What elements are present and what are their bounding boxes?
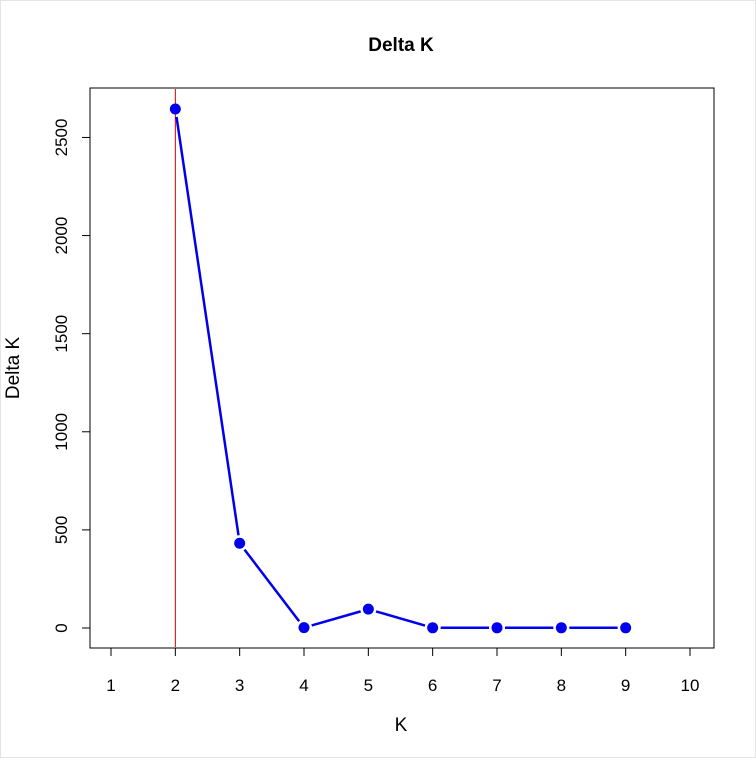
x-tick-label: 1 [106, 676, 115, 695]
x-axis-label: K [395, 715, 408, 736]
data-point [362, 603, 374, 615]
y-tick-label: 0 [52, 623, 71, 632]
x-tick-label: 10 [681, 676, 700, 695]
data-point [169, 103, 181, 115]
y-tick-label: 500 [52, 516, 71, 544]
data-point [234, 537, 246, 549]
y-tick-label: 2000 [52, 217, 71, 255]
series-line-segment [375, 610, 426, 627]
x-tick-label: 9 [621, 676, 630, 695]
data-point [298, 622, 310, 634]
x-tick-label: 7 [492, 676, 501, 695]
x-axis: 1 2 3 4 5 6 7 8 9 10 [106, 647, 700, 695]
series-line-segment [311, 610, 361, 627]
x-tick-label: 5 [364, 676, 373, 695]
y-tick-label: 1000 [52, 413, 71, 451]
series-layer [169, 103, 632, 634]
x-tick-label: 6 [428, 676, 437, 695]
data-point [555, 622, 567, 634]
data-point [427, 622, 439, 634]
series-line-segment [243, 548, 301, 623]
x-tick-label: 4 [299, 676, 308, 695]
x-tick-label: 3 [235, 676, 244, 695]
y-axis-label: Delta K [3, 337, 24, 400]
x-tick-label: 2 [171, 676, 180, 695]
y-tick-label: 1500 [52, 315, 71, 353]
x-tick-label: 8 [557, 676, 566, 695]
data-point [491, 622, 503, 634]
series-line-segment [175, 116, 240, 536]
y-tick-label: 2500 [52, 119, 71, 157]
y-axis: 0 500 1000 1500 2000 2500 [52, 119, 91, 633]
chart-title: Delta K [368, 35, 434, 56]
data-point [620, 622, 632, 634]
